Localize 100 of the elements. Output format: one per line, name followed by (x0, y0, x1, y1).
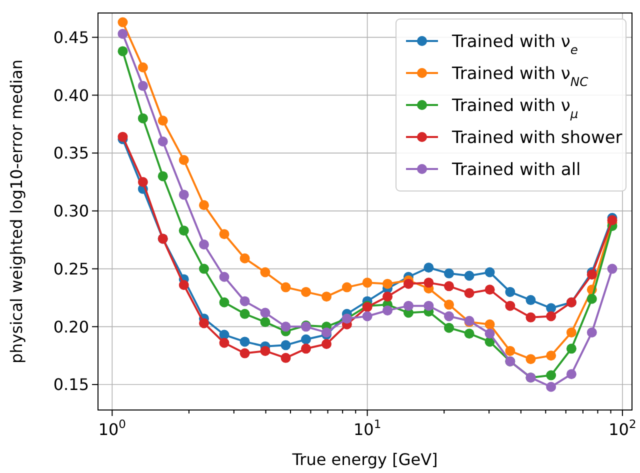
point (546, 370, 556, 380)
point (158, 171, 168, 182)
point (362, 278, 372, 288)
point (505, 346, 516, 356)
point (546, 303, 556, 314)
y-tick-label: 0.35 (53, 144, 89, 163)
point (219, 338, 230, 348)
legend-label: Trained with ν$_{e}$ (451, 32, 578, 57)
point (198, 200, 209, 210)
point (118, 46, 128, 56)
x-tick-label: 10$^{1}$ (353, 417, 382, 439)
point (444, 281, 454, 292)
x-axis-title: True energy [GeV] (291, 450, 438, 469)
point (300, 286, 311, 297)
point (219, 272, 230, 282)
point (403, 300, 414, 311)
point (607, 264, 618, 274)
y-tick-label: 0.25 (53, 259, 89, 278)
point (342, 282, 352, 292)
point (566, 327, 576, 338)
y-tick-label: 0.30 (53, 202, 89, 221)
point (118, 28, 128, 39)
point (444, 268, 454, 278)
point (444, 322, 454, 333)
point (464, 288, 474, 298)
legend-label: Trained with ν$_{μ}$ (451, 96, 578, 121)
point (198, 239, 209, 250)
point (138, 80, 148, 91)
x-tick-label: 10$^{2}$ (608, 417, 636, 439)
point (464, 328, 474, 339)
point (546, 382, 556, 392)
x-tick-label: 10$^{0}$ (98, 417, 126, 439)
point (240, 253, 250, 264)
point (240, 308, 250, 319)
point (138, 113, 148, 124)
point (322, 292, 332, 302)
point (526, 354, 536, 364)
point (586, 327, 597, 338)
point (424, 300, 434, 311)
point (280, 352, 291, 363)
point (607, 215, 618, 226)
legend-label: Trained with shower (451, 128, 622, 148)
point (444, 311, 454, 322)
point (260, 267, 270, 278)
point (484, 328, 495, 339)
point (484, 267, 495, 278)
point (158, 136, 168, 146)
point (240, 348, 250, 358)
point (219, 229, 230, 240)
point (566, 369, 576, 380)
point (178, 226, 189, 236)
point (260, 308, 270, 318)
point (322, 339, 332, 350)
point (382, 305, 393, 316)
point (586, 270, 597, 280)
point (362, 311, 372, 322)
point (198, 264, 209, 274)
point (526, 295, 536, 306)
point (158, 116, 168, 126)
point (505, 286, 516, 297)
y-axis-title: physical weighted log10-error median (7, 59, 26, 364)
point (586, 294, 597, 304)
point (464, 270, 474, 281)
legend-label: Trained with ν$_{NC}$ (451, 64, 589, 89)
point (424, 262, 434, 273)
point (240, 296, 250, 306)
point (118, 132, 128, 142)
point (178, 190, 189, 200)
point (546, 311, 556, 322)
point (382, 292, 393, 302)
point (280, 282, 291, 292)
legend-label: Trained with all (451, 160, 581, 180)
point (526, 312, 536, 322)
point (484, 284, 495, 295)
point (260, 346, 270, 356)
point (138, 62, 148, 72)
point (484, 319, 495, 330)
point (219, 297, 230, 308)
point (403, 278, 414, 289)
point (198, 318, 209, 328)
y-tick-label: 0.45 (53, 28, 89, 47)
point (444, 300, 454, 310)
point (178, 280, 189, 290)
point (424, 278, 434, 288)
y-tick-label: 0.20 (53, 317, 89, 336)
point (546, 350, 556, 361)
point (260, 317, 270, 328)
point (118, 17, 128, 28)
point (280, 340, 291, 350)
point (178, 154, 189, 165)
y-tick-label: 0.15 (53, 375, 89, 394)
point (505, 300, 516, 311)
point (138, 176, 148, 187)
point (322, 327, 332, 338)
point (300, 334, 311, 344)
point (382, 278, 393, 289)
y-tick-label: 0.40 (53, 86, 89, 105)
point (300, 344, 311, 354)
point (240, 336, 250, 347)
point (280, 322, 291, 332)
